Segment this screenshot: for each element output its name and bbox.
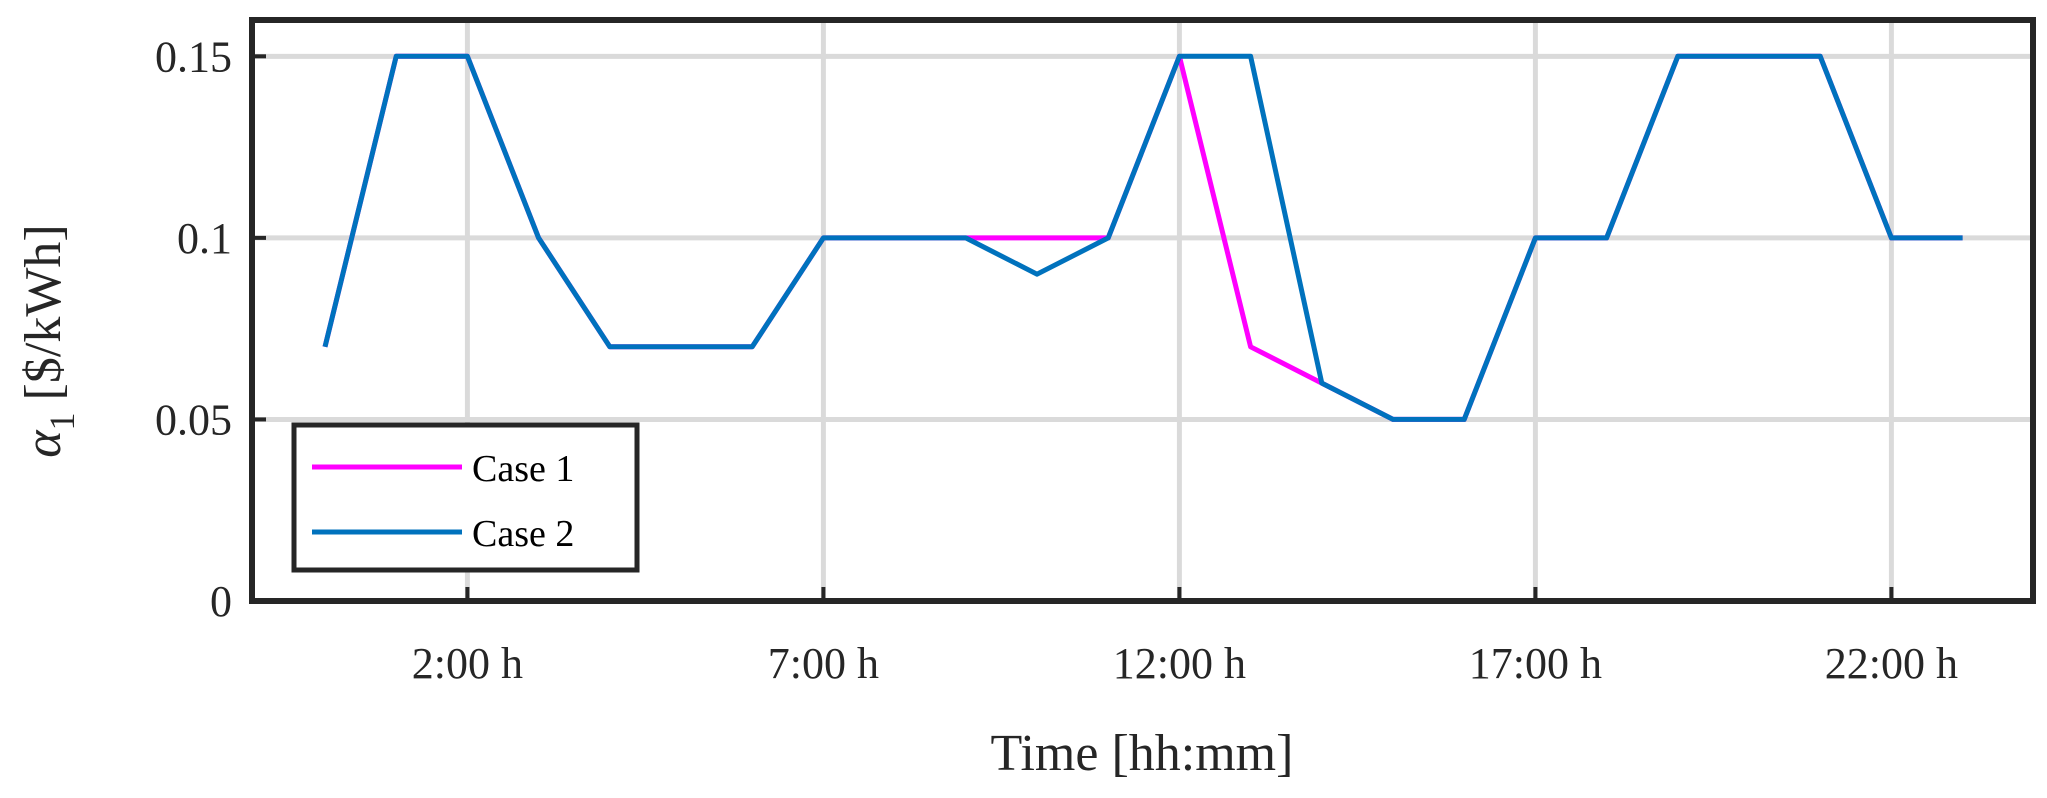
legend: Case 1 Case 2 xyxy=(291,422,640,573)
x-axis-label: Time [hh:mm] xyxy=(991,725,1294,782)
y-axis-label-symbol: α xyxy=(15,429,72,458)
y-tick-label: 0 xyxy=(210,577,232,626)
x-tick-label: 17:00 h xyxy=(1469,639,1602,688)
legend-label-case-1: Case 1 xyxy=(472,448,574,490)
y-tick-labels: 0 0.05 0.1 0.15 xyxy=(155,32,266,626)
grid xyxy=(252,20,2033,601)
legend-label-case-2: Case 2 xyxy=(472,513,574,555)
x-tick-label: 7:00 h xyxy=(768,639,879,688)
x-tick-label: 12:00 h xyxy=(1113,639,1246,688)
y-axis-label-unit: [$/kWh] xyxy=(15,224,72,400)
y-axis-label-subscript: 1 xyxy=(42,412,82,430)
y-tick-label: 0.15 xyxy=(155,32,232,81)
x-tick-label: 22:00 h xyxy=(1825,639,1958,688)
y-tick-label: 0.1 xyxy=(177,214,232,263)
x-tick-label: 2:00 h xyxy=(412,639,523,688)
plot-frame xyxy=(249,17,2036,604)
series-layer xyxy=(322,53,1963,422)
y-axis-label: α1 [$/kWh] xyxy=(15,224,82,457)
x-tick-labels: 2:00 h 7:00 h 12:00 h 17:00 h 22:00 h xyxy=(412,587,1958,688)
series-line-2 xyxy=(322,53,1963,422)
legend-box xyxy=(291,422,640,573)
svg-text:α1[$/kWh]: α1 [$/kWh] xyxy=(15,224,82,457)
y-tick-label: 0.05 xyxy=(155,395,232,444)
